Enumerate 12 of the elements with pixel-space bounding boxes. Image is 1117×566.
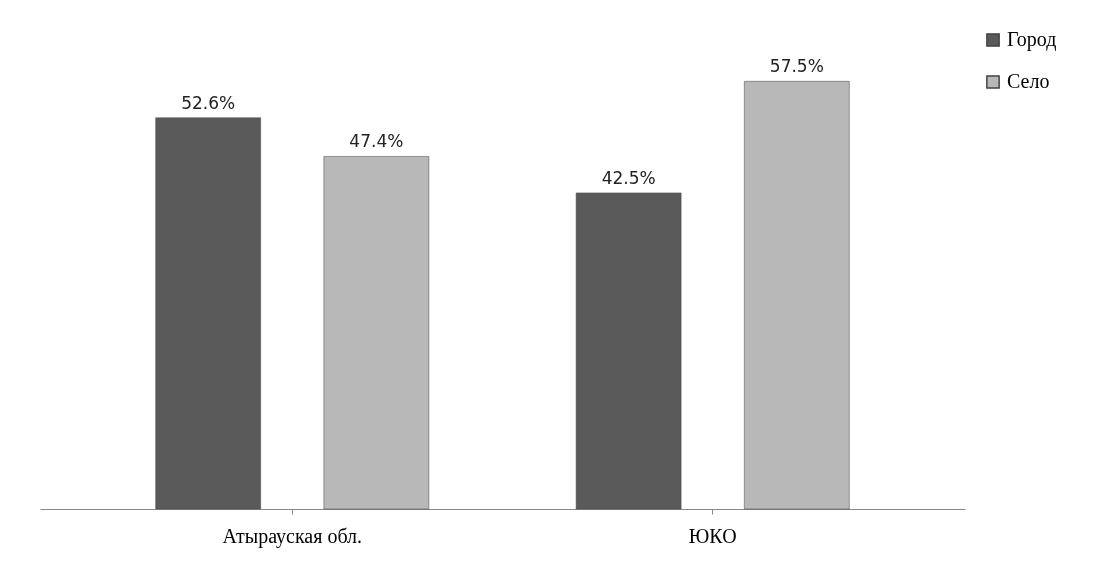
bar (744, 81, 850, 510)
legend-label: Село (1007, 70, 1050, 92)
bar (155, 117, 261, 510)
data-label: 57.5% (769, 56, 824, 77)
data-label: 42.5% (601, 167, 656, 188)
data-label: 52.6% (181, 92, 236, 113)
x-tick-label: ЮКО (688, 524, 737, 547)
x-tick-label: Атырауская обл. (222, 524, 363, 548)
bar (575, 192, 682, 510)
bar (323, 156, 430, 510)
legend-label: Город (1007, 28, 1057, 51)
data-label: 47.4% (349, 131, 404, 152)
